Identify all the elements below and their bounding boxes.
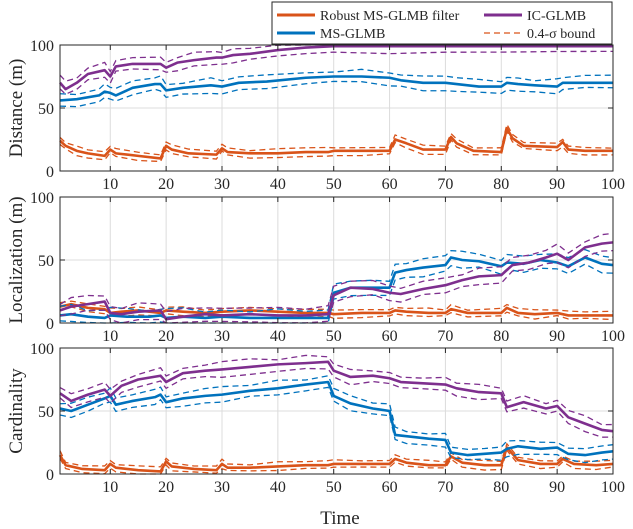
- bound-upper-ms: [59, 375, 614, 451]
- legend-label-robust: Robust MS-GLMB filter: [320, 9, 460, 24]
- legend-label-ms: MS-GLMB: [320, 27, 385, 42]
- series-line-ms: [59, 380, 614, 457]
- bound-lower-ic: [59, 367, 614, 438]
- y-axis-label: Localization (m): [6, 196, 27, 323]
- x-tick-label: 50: [326, 479, 342, 496]
- x-tick-label: 20: [158, 176, 174, 193]
- bound-lower-ms: [59, 386, 614, 464]
- x-tick-label: 10: [102, 328, 118, 345]
- bound-lower-ic: [59, 50, 614, 95]
- x-tick-label: 10: [102, 176, 118, 193]
- series-line-robust: [58, 446, 614, 473]
- bound-lower-robust: [59, 129, 614, 163]
- x-tick-label: 80: [493, 479, 509, 496]
- bound-lower-robust: [59, 449, 614, 475]
- x-tick-label: 30: [214, 479, 230, 496]
- x-tick-label: 80: [493, 176, 509, 193]
- y-tick-label: 50: [38, 101, 54, 118]
- x-tick-label: 90: [549, 328, 565, 345]
- y-tick-label: 0: [46, 316, 54, 333]
- legend-label-bound: 0.4-σ bound: [527, 27, 595, 42]
- x-tick-label: 80: [493, 328, 509, 345]
- x-tick-label: 40: [270, 328, 286, 345]
- x-tick-label: 70: [437, 176, 453, 193]
- x-tick-label: 50: [326, 176, 342, 193]
- y-tick-label: 0: [46, 164, 54, 181]
- bound-upper-robust: [59, 442, 614, 468]
- y-tick-label: 100: [30, 38, 54, 55]
- y-tick-label: 0: [46, 467, 54, 484]
- x-tick-label: 30: [214, 176, 230, 193]
- x-tick-label: 20: [158, 479, 174, 496]
- y-tick-label: 50: [38, 253, 54, 270]
- series-line-ms: [59, 256, 614, 320]
- series-line-ic: [59, 360, 614, 433]
- y-tick-label: 100: [30, 341, 54, 358]
- legend-box: [271, 1, 613, 45]
- x-tick-label: 100: [601, 479, 625, 496]
- x-axis-label-group: Time: [320, 508, 359, 529]
- series-line-ic: [59, 241, 614, 321]
- bound-lower-ms: [59, 80, 614, 108]
- bound-lower-ic: [59, 249, 614, 324]
- bound-upper-robust: [59, 300, 614, 313]
- panel-2: 10 20 30 40 50 60 70 80 90 100050100Localization …: [6, 190, 625, 345]
- y-axis-label: Cardinality: [6, 368, 27, 454]
- y-tick-label: 100: [30, 190, 54, 207]
- series-line-robust: [59, 302, 613, 317]
- bound-upper-ms: [59, 68, 614, 96]
- series-line-ms: [59, 75, 613, 102]
- x-tick-label: 100: [601, 328, 625, 345]
- x-tick-label: 100: [601, 176, 625, 193]
- x-tick-label: 60: [382, 328, 398, 345]
- bound-upper-ic: [59, 354, 614, 426]
- legend-label-ic: IC-GLMB: [527, 9, 586, 24]
- x-tick-label: 70: [437, 479, 453, 496]
- x-tick-label: 60: [382, 479, 398, 496]
- x-tick-label: 10: [102, 479, 118, 496]
- bound-upper-robust: [59, 122, 614, 156]
- bound-upper-ic: [59, 232, 614, 313]
- x-tick-label: 40: [270, 479, 286, 496]
- x-tick-label: 90: [549, 479, 565, 496]
- series-line-robust: [59, 126, 613, 160]
- x-tick-label: 40: [270, 176, 286, 193]
- bound-lower-robust: [59, 306, 614, 321]
- x-tick-label: 90: [549, 176, 565, 193]
- x-tick-label: 30: [214, 328, 230, 345]
- x-tick-label: 20: [158, 328, 174, 345]
- y-axis-label: Distance (m): [6, 59, 27, 158]
- x-tick-label: 50: [326, 328, 342, 345]
- x-tick-label: 70: [437, 328, 453, 345]
- y-tick-label: 50: [38, 404, 54, 421]
- x-tick-label: 60: [382, 176, 398, 193]
- x-axis-label: Time: [320, 508, 359, 529]
- legend: Robust MS-GLMB filter IC-GLMB MS-GLMB 0.…: [271, 1, 613, 45]
- series-line-ic: [59, 44, 613, 91]
